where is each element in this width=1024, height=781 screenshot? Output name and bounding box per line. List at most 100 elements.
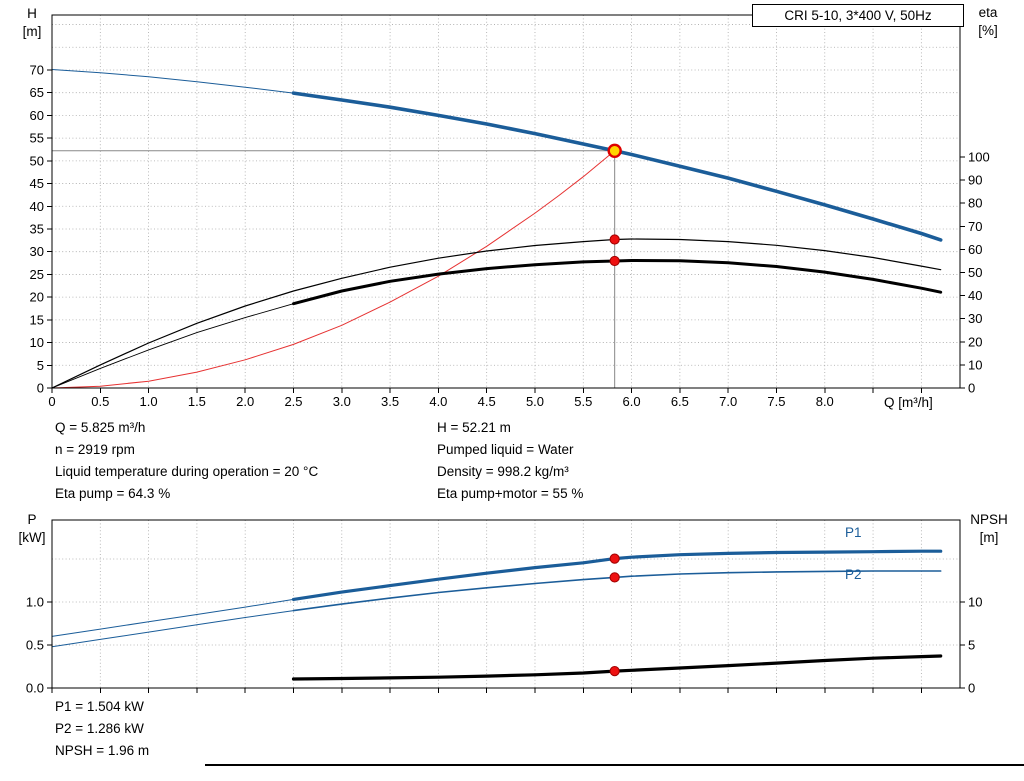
p1-curve	[291, 549, 943, 602]
p2-curve-extension	[51, 610, 294, 648]
left-axis-tick-label: 0.5	[26, 637, 44, 652]
right-axis-tick-label: 10	[968, 594, 982, 609]
power-annotation: P1 = 1.504 kW P2 = 1.286 kW NPSH = 1.96 …	[55, 696, 149, 762]
npsh-marker	[609, 666, 620, 677]
left-axis-tick-label: 25	[30, 267, 44, 282]
head-curve	[291, 91, 943, 242]
p2-curve	[292, 570, 942, 612]
annotation-liquid: Pumped liquid = Water	[437, 442, 574, 457]
pump-title: CRI 5-10, 3*400 V, 50Hz	[784, 8, 932, 23]
npsh-curve	[291, 654, 943, 681]
p2-curve-label: P2	[845, 567, 862, 582]
left-axis-tick-label: 55	[30, 131, 44, 146]
right-axis-tick-label: 90	[968, 173, 982, 188]
x-axis-tick-label: 4.5	[478, 394, 496, 409]
annotation-temperature: Liquid temperature during operation = 20…	[55, 464, 319, 479]
left-axis-tick-label: 30	[30, 244, 44, 259]
x-axis-tick-label: 2.5	[284, 394, 302, 409]
right-axis-tick-label: 100	[968, 150, 990, 165]
eta-axis-unit: [%]	[978, 23, 998, 38]
eta-pump-motor-extension	[51, 303, 294, 389]
x-axis-tick-label: 1.0	[140, 394, 158, 409]
left-axis-tick-label: 10	[30, 335, 44, 350]
left-axis-tick-label: 65	[30, 85, 44, 100]
eta-pump-marker	[609, 234, 620, 245]
right-axis-tick-label: 20	[968, 334, 982, 349]
npsh-axis-unit: [m]	[979, 530, 999, 545]
npsh-axis-label: NPSH [m]	[960, 511, 1018, 547]
right-axis-tick-label: 30	[968, 311, 982, 326]
p1-marker	[609, 553, 620, 564]
annotation-speed: n = 2919 rpm	[55, 442, 135, 457]
plot-frame	[51, 519, 961, 689]
right-axis-tick-label: 50	[968, 265, 982, 280]
right-axis-tick-label: 0	[968, 681, 975, 696]
right-axis-tick-label: 70	[968, 219, 982, 234]
plot-frame	[51, 14, 961, 389]
left-axis-tick-label: 1.0	[26, 594, 44, 609]
x-axis-tick-label: 8.0	[816, 394, 834, 409]
right-axis-tick-label: 60	[968, 242, 982, 257]
x-axis-tick-label: 3.5	[381, 394, 399, 409]
annotation-eta-pump-motor: Eta pump+motor = 55 %	[437, 486, 584, 501]
left-axis-tick-label: 70	[30, 62, 44, 77]
left-axis-tick-label: 50	[30, 153, 44, 168]
p-axis-label: P [kW]	[8, 511, 56, 547]
x-axis-tick-label: 4.0	[429, 394, 447, 409]
p-axis-letter: P	[27, 512, 37, 527]
right-axis-tick-label: 40	[968, 288, 982, 303]
x-axis-tick-label: 0	[48, 394, 55, 409]
eta-axis-label: eta [%]	[962, 4, 1014, 40]
duty-annotation-left: Q = 5.825 m³/h n = 2919 rpm Liquid tempe…	[55, 417, 318, 505]
system-curve	[51, 150, 616, 389]
x-axis-tick-label: 2.0	[236, 394, 254, 409]
eta-axis-letter: eta	[978, 5, 998, 20]
annotation-p1: P1 = 1.504 kW	[55, 699, 144, 714]
pump-title-box: CRI 5-10, 3*400 V, 50Hz	[752, 4, 964, 27]
eta-pump-curve	[51, 238, 942, 389]
left-axis-tick-label: 35	[30, 221, 44, 236]
left-axis-tick-label: 5	[37, 358, 44, 373]
x-axis-tick-label: 6.0	[623, 394, 641, 409]
x-axis-tick-label: 5.5	[574, 394, 592, 409]
qh-eta-chart: 0 5 10 15 20 25 30 35 40 45 50 55 60 65 70 0 10 20 30 40 50 6…	[30, 14, 990, 409]
h-axis-label: H [m]	[10, 5, 54, 41]
left-axis-tick-label: 45	[30, 176, 44, 191]
x-axis-tick-label: 6.5	[671, 394, 689, 409]
x-axis-tick-label: 1.5	[188, 394, 206, 409]
right-axis-tick-label: 0	[968, 381, 975, 396]
left-axis-tick-label: 60	[30, 108, 44, 123]
left-axis-tick-label: 15	[30, 312, 44, 327]
annotation-p2: P2 = 1.286 kW	[55, 721, 144, 736]
duty-point-marker	[607, 143, 622, 158]
power-npsh-chart: 0.0 0.5 1.0 0 5 10	[26, 519, 982, 696]
p-axis-unit: [kW]	[18, 530, 46, 545]
left-axis-tick-label: 0.0	[26, 681, 44, 696]
x-axis-tick-label: 3.0	[333, 394, 351, 409]
bottom-divider	[205, 764, 1024, 766]
x-axis-tick-label: 0.5	[91, 394, 109, 409]
left-axis-tick-label: 0	[37, 381, 44, 396]
x-axis-tick-label: 5.0	[526, 394, 544, 409]
left-axis-tick-label: 20	[30, 290, 44, 305]
q-axis-label: Q [m³/h]	[884, 395, 933, 410]
right-axis-tick-label: 80	[968, 196, 982, 211]
annotation-eta-pump: Eta pump = 64.3 %	[55, 486, 171, 501]
x-axis-tick-label: 7.0	[719, 394, 737, 409]
eta-pump-motor-marker	[609, 255, 620, 267]
head-curve-extension	[51, 69, 294, 94]
x-axis-tick-label: 7.5	[767, 394, 785, 409]
h-axis-unit: [m]	[22, 24, 42, 39]
annotation-npsh: NPSH = 1.96 m	[55, 743, 150, 758]
annotation-flow: Q = 5.825 m³/h	[55, 420, 146, 435]
right-axis-tick-label: 5	[968, 637, 975, 652]
p2-marker	[609, 572, 620, 583]
left-axis-tick-label: 40	[30, 199, 44, 214]
annotation-density: Density = 998.2 kg/m³	[437, 464, 569, 479]
eta-pump-motor-curve	[292, 259, 943, 306]
right-axis-tick-label: 10	[968, 357, 982, 372]
npsh-axis-letter: NPSH	[970, 512, 1008, 527]
p1-curve-extension	[51, 598, 294, 637]
